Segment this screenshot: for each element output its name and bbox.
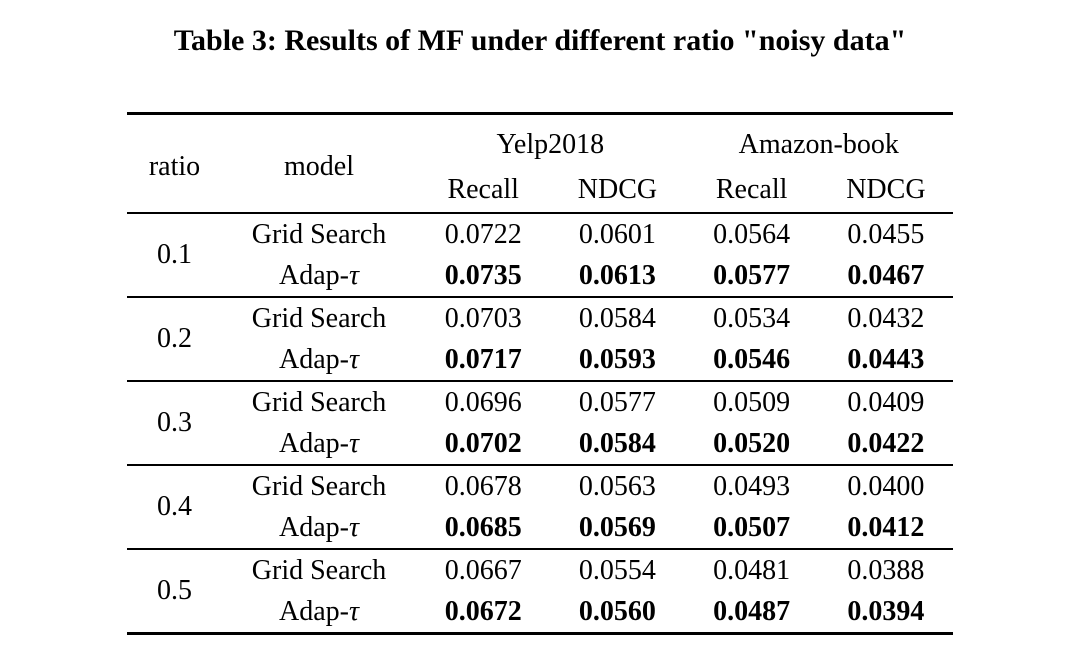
- col-header-amazon-recall: Recall: [715, 174, 788, 205]
- model-cell: Grid Search: [251, 554, 387, 586]
- model-cell: Adap-τ: [222, 423, 416, 465]
- col-header-amazon-ndcg: NDCG: [846, 174, 926, 205]
- model-label: Adap-: [279, 511, 350, 543]
- metric-value: 0.0569: [578, 511, 656, 543]
- table-row: 0.3 Grid Search 0.0696 0.0577 0.0509 0.0…: [127, 381, 953, 439]
- metric-value: 0.0672: [444, 595, 522, 627]
- table-row: Adap-τ 0.0672 0.0560 0.0487 0.0394: [127, 591, 953, 634]
- metric-value: 0.0703: [444, 302, 522, 334]
- table-row: 0.2 Grid Search 0.0703 0.0584 0.0534 0.0…: [127, 297, 953, 355]
- metric-value: 0.0487: [713, 595, 791, 627]
- ratio-cell: 0.3: [156, 407, 192, 438]
- metric-value: 0.0722: [444, 218, 522, 250]
- metric-value: 0.0388: [847, 554, 925, 586]
- metric-value: 0.0507: [713, 511, 791, 543]
- metric-value: 0.0412: [847, 511, 925, 543]
- metric-value: 0.0702: [444, 427, 522, 459]
- ratio-group-0.2: 0.2 Grid Search 0.0703 0.0584 0.0534 0.0…: [127, 297, 953, 381]
- model-cell: Adap-τ: [222, 255, 416, 297]
- col-header-amazon-book: Amazon-book: [738, 128, 899, 160]
- model-label: Adap-: [279, 427, 350, 459]
- metric-value: 0.0534: [713, 302, 791, 334]
- ratio-group-0.5: 0.5 Grid Search 0.0667 0.0554 0.0481 0.0…: [127, 549, 953, 634]
- metric-value: 0.0696: [444, 386, 522, 418]
- table-row: 0.4 Grid Search 0.0678 0.0563 0.0493 0.0…: [127, 465, 953, 523]
- table-row: Adap-τ 0.0702 0.0584 0.0520 0.0422: [127, 423, 953, 465]
- metric-value: 0.0735: [444, 259, 522, 291]
- table-row: 0.1 Grid Search 0.0722 0.0601 0.0564 0.0…: [127, 213, 953, 271]
- metric-value: 0.0554: [578, 554, 656, 586]
- metric-value: 0.0422: [847, 427, 925, 459]
- col-header-model: model: [284, 150, 355, 182]
- tau-symbol: τ: [349, 511, 360, 543]
- metric-value: 0.0481: [713, 554, 791, 586]
- model-cell: Adap-τ: [222, 591, 416, 634]
- ratio-cell: 0.2: [156, 323, 192, 354]
- metric-value: 0.0455: [847, 218, 925, 250]
- metric-value: 0.0577: [713, 259, 791, 291]
- dataset-header-row: ratio model Yelp2018 Amazon-book: [127, 114, 953, 182]
- metric-value: 0.0443: [847, 343, 925, 375]
- metric-value: 0.0577: [578, 386, 656, 418]
- model-label: Adap-: [279, 259, 350, 291]
- table-header: ratio model Yelp2018 Amazon-book Recall …: [127, 113, 953, 213]
- model-label: Adap-: [279, 343, 350, 375]
- table-row: 0.5 Grid Search 0.0667 0.0554 0.0481 0.0…: [127, 549, 953, 607]
- metric-value: 0.0685: [444, 511, 522, 543]
- table-caption: Table 3: Results of MF under different r…: [173, 24, 907, 57]
- model-cell: Adap-τ: [222, 339, 416, 381]
- metric-value: 0.0563: [578, 470, 656, 502]
- table-row: Adap-τ 0.0735 0.0613 0.0577 0.0467: [127, 255, 953, 297]
- ratio-group-0.4: 0.4 Grid Search 0.0678 0.0563 0.0493 0.0…: [127, 465, 953, 549]
- model-cell: Grid Search: [251, 302, 387, 334]
- col-header-ratio: ratio: [148, 150, 201, 182]
- tau-symbol: τ: [349, 427, 360, 459]
- metric-header-row: Recall NDCG Recall NDCG: [127, 168, 953, 213]
- results-table: ratio model Yelp2018 Amazon-book Recall …: [127, 112, 953, 635]
- ratio-group-0.3: 0.3 Grid Search 0.0696 0.0577 0.0509 0.0…: [127, 381, 953, 465]
- ratio-group-0.1: 0.1 Grid Search 0.0722 0.0601 0.0564 0.0…: [127, 213, 953, 297]
- metric-value: 0.0509: [713, 386, 791, 418]
- metric-value: 0.0400: [847, 470, 925, 502]
- table-row: Adap-τ 0.0685 0.0569 0.0507 0.0412: [127, 507, 953, 549]
- metric-value: 0.0409: [847, 386, 925, 418]
- metric-value: 0.0467: [847, 259, 925, 291]
- metric-value: 0.0667: [444, 554, 522, 586]
- col-header-yelp-ndcg: NDCG: [577, 174, 658, 205]
- metric-value: 0.0546: [713, 343, 791, 375]
- tau-symbol: τ: [349, 343, 360, 375]
- metric-value: 0.0717: [444, 343, 522, 375]
- metric-value: 0.0593: [578, 343, 656, 375]
- model-cell: Adap-τ: [222, 507, 416, 549]
- ratio-cell: 0.5: [156, 575, 192, 606]
- col-header-yelp-recall: Recall: [447, 174, 519, 205]
- metric-value: 0.0613: [578, 259, 656, 291]
- table-row: Adap-τ 0.0717 0.0593 0.0546 0.0443: [127, 339, 953, 381]
- tau-symbol: τ: [349, 595, 360, 627]
- model-cell: Grid Search: [251, 470, 387, 502]
- tau-symbol: τ: [349, 259, 360, 291]
- model-label: Adap-: [279, 595, 350, 627]
- metric-value: 0.0560: [578, 595, 656, 627]
- metric-value: 0.0678: [444, 470, 522, 502]
- ratio-cell: 0.1: [156, 239, 192, 270]
- metric-value: 0.0584: [578, 427, 656, 459]
- metric-value: 0.0564: [713, 218, 791, 250]
- metric-value: 0.0394: [847, 595, 925, 627]
- model-cell: Grid Search: [251, 386, 387, 418]
- metric-value: 0.0493: [713, 470, 791, 502]
- metric-value: 0.0520: [713, 427, 791, 459]
- metric-value: 0.0584: [578, 302, 656, 334]
- model-cell: Grid Search: [251, 218, 387, 250]
- metric-value: 0.0432: [847, 302, 925, 334]
- ratio-cell: 0.4: [156, 491, 192, 522]
- col-header-yelp2018: Yelp2018: [496, 128, 605, 160]
- metric-value: 0.0601: [578, 218, 656, 250]
